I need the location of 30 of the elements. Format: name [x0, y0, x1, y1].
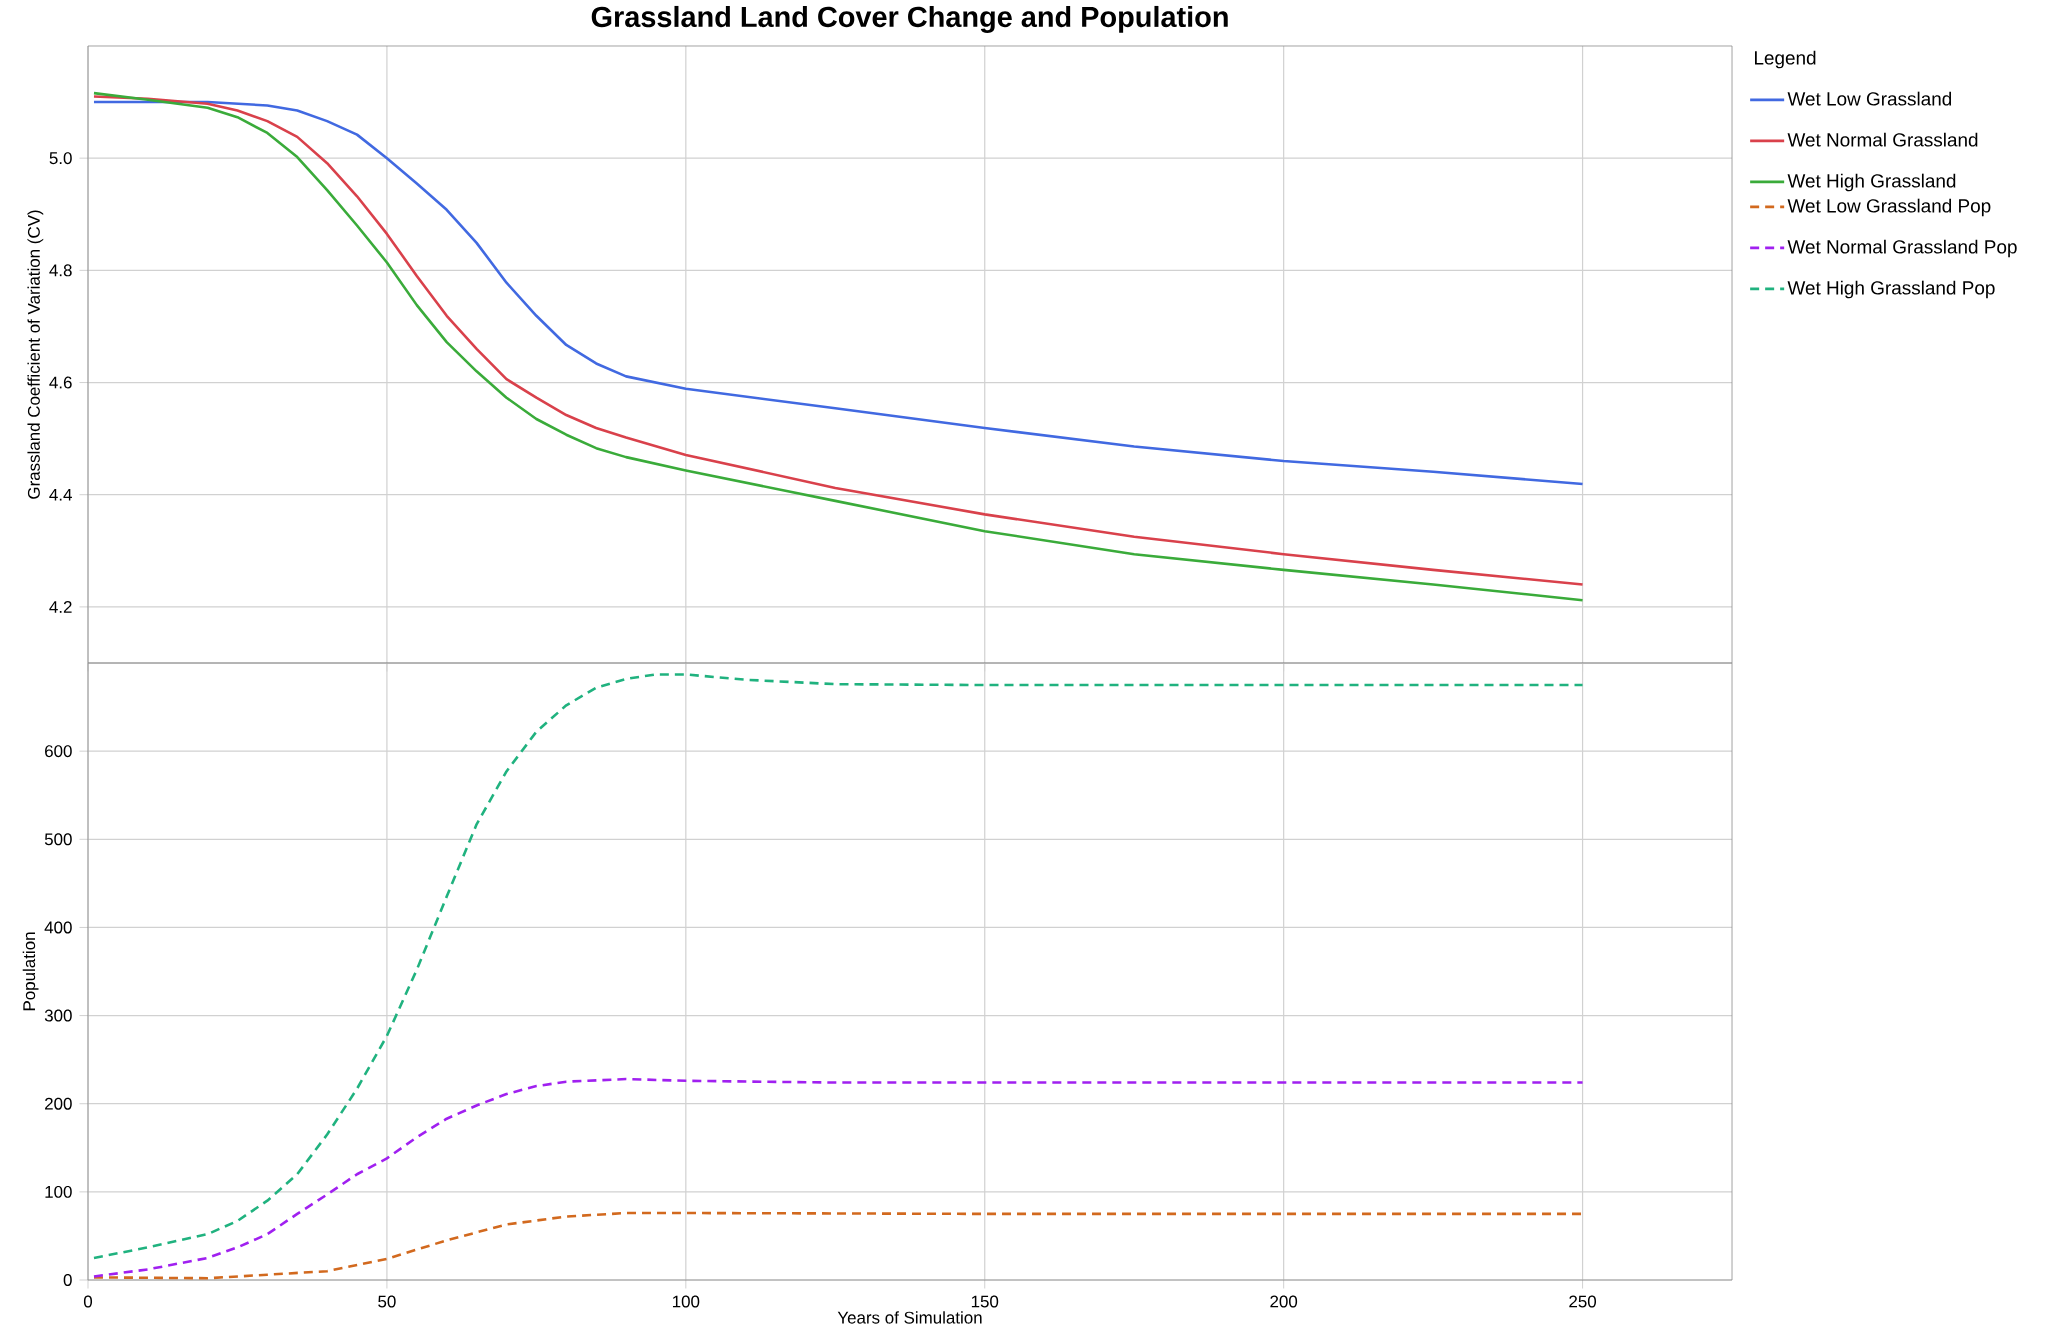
x-tick-label: 150: [971, 1295, 999, 1308]
legend-label: Wet High Grassland Pop: [1787, 280, 1995, 299]
x-axis-title: Years of Simulation: [837, 1311, 982, 1324]
y-tick-label: 4.6: [49, 376, 72, 389]
x-tick-label: 100: [672, 1295, 700, 1308]
y-tick-label: 4.4: [49, 488, 72, 501]
y-tick-label: 100: [45, 1185, 72, 1198]
y-tick-label: 400: [44, 921, 72, 934]
legend-label: Wet Normal Grassland: [1787, 132, 1978, 147]
y-tick-label: 500: [44, 833, 72, 846]
y-tick-label: 0: [63, 1274, 72, 1286]
x-tick-label: 0: [83, 1295, 93, 1308]
x-tick-label: 250: [1569, 1295, 1597, 1308]
legend-label: Wet Normal Grassland Pop: [1787, 239, 2017, 258]
y-tick-label: 5.0: [49, 152, 72, 165]
x-tick-label: 200: [1270, 1295, 1298, 1308]
y-axis-title: Population: [22, 932, 39, 1011]
legend-title: Legend: [1755, 50, 1816, 69]
legend-label: Wet Low Grassland Pop: [1787, 198, 1991, 217]
y-tick-label: 4.2: [49, 601, 72, 613]
legend-label: Wet High Grassland: [1787, 173, 1956, 192]
y-tick-label: 200: [45, 1097, 72, 1110]
y-axis-title: Grassland Coefficient of Variation (CV): [27, 210, 44, 499]
y-tick-label: 300: [44, 1009, 72, 1022]
y-tick-label: 600: [45, 745, 72, 758]
x-tick-label: 50: [378, 1295, 396, 1308]
legend-label: Wet Low Grassland: [1787, 91, 1952, 106]
chart-title: Grassland Land Cover Change and Population: [591, 5, 1228, 33]
y-tick-label: 4.8: [49, 264, 72, 277]
line-series: [92, 100, 1584, 486]
